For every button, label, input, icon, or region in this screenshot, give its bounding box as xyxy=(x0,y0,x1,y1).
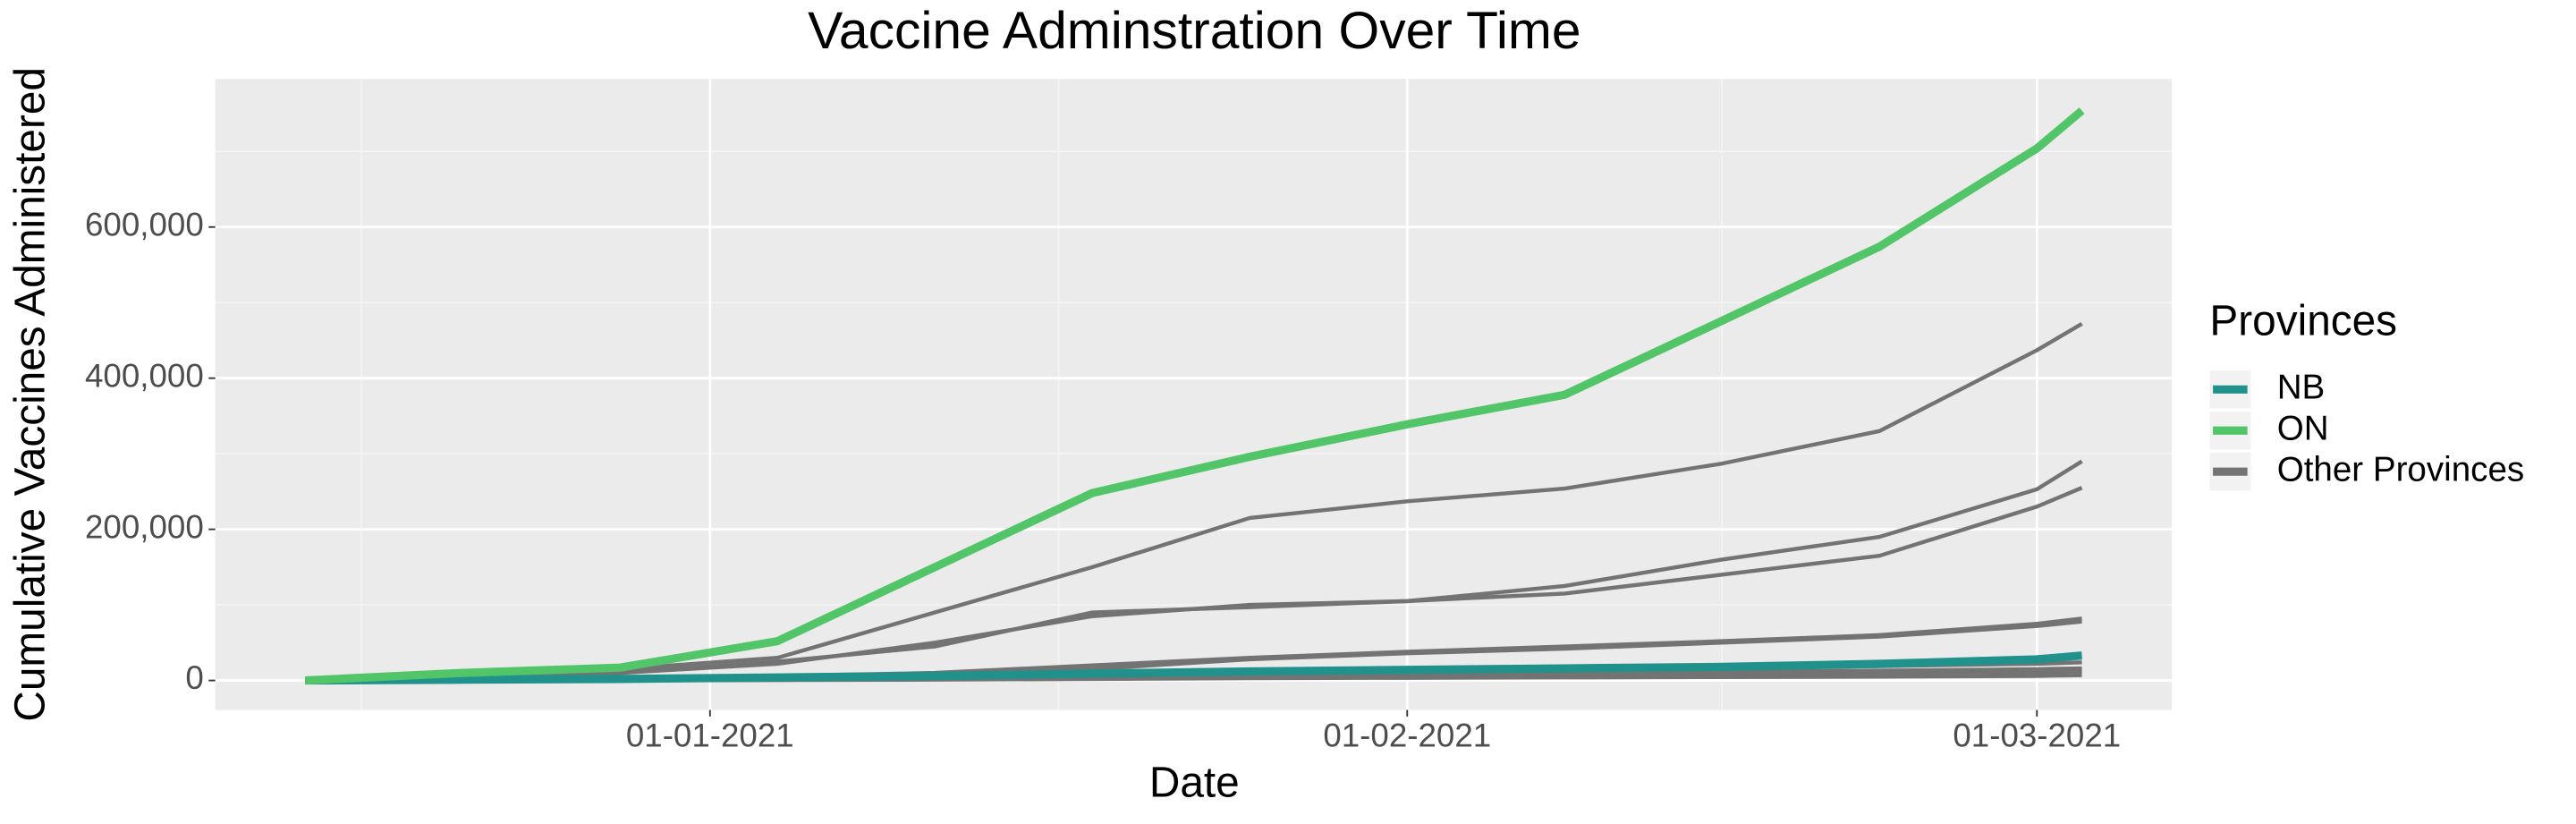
y-tick-label: 0 xyxy=(185,659,203,696)
y-axis-title: Cumulative Vaccines Administered xyxy=(6,67,54,722)
legend-label: ON xyxy=(2277,409,2329,447)
plot-panel xyxy=(215,79,2173,710)
legend-label: Other Provinces xyxy=(2277,450,2524,488)
series-line xyxy=(304,107,2085,685)
x-tick-label: 01-02-2021 xyxy=(1323,717,1491,753)
x-tick-label: 01-01-2021 xyxy=(626,717,794,753)
x-tick-label: 01-03-2021 xyxy=(1953,717,2121,753)
other-province-line xyxy=(305,486,2083,683)
legend-title: Provinces xyxy=(2209,297,2397,344)
series-line xyxy=(305,651,2082,685)
y-tick-label: 600,000 xyxy=(85,206,204,242)
lines xyxy=(304,107,2085,685)
y-tick-label: 200,000 xyxy=(85,508,204,545)
x-axis-title: Date xyxy=(1149,760,1240,807)
axes: 0 200,000 400,000 600,000 01-01-2021 01-02-20… xyxy=(85,206,2121,753)
legend-label: NB xyxy=(2277,369,2326,407)
chart-title: Vaccine Adminstration Over Time xyxy=(808,2,1580,60)
y-tick-label: 400,000 xyxy=(85,357,204,394)
